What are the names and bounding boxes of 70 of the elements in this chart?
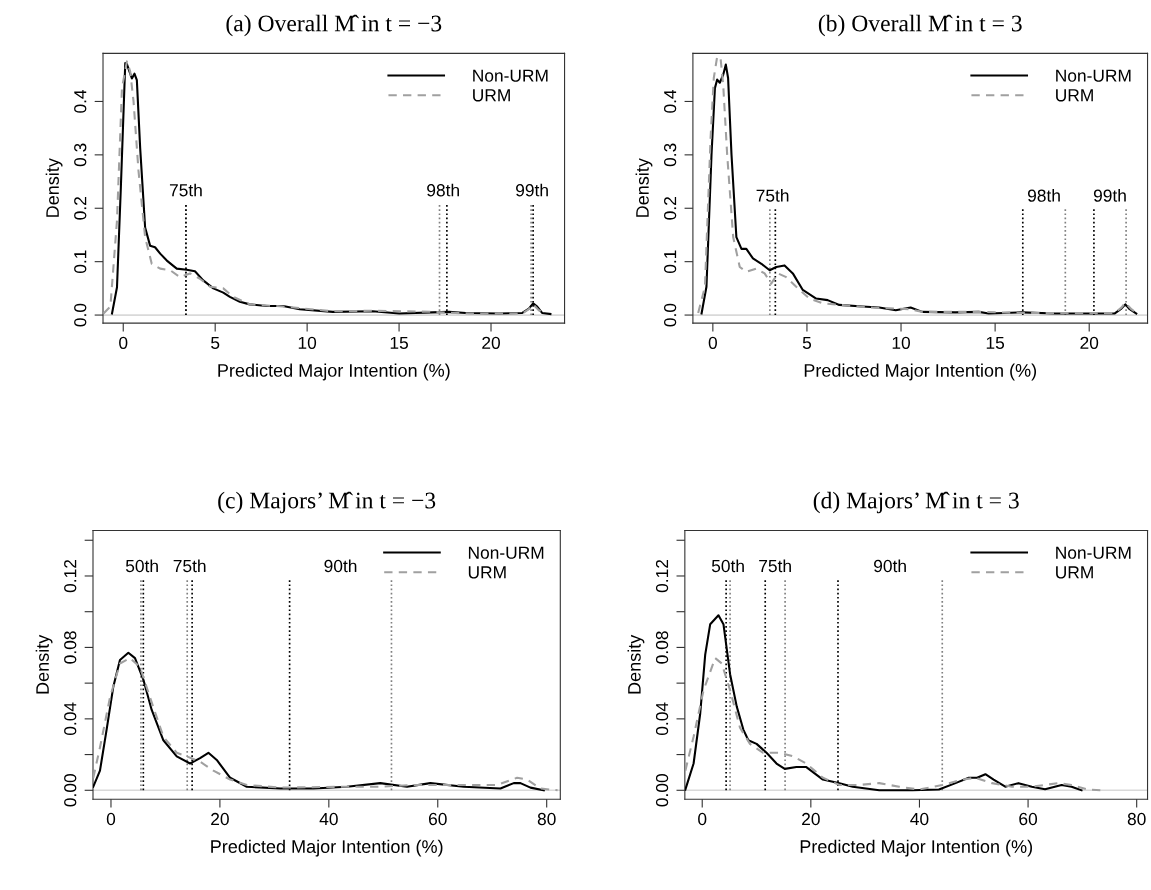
y-axis-title: Density <box>635 158 653 217</box>
x-axis-title: Predicted Major Intention (%) <box>211 839 443 857</box>
y-axis-title: Density <box>45 158 63 217</box>
ref-line-label: 98th <box>427 183 459 197</box>
ref-line-label: 75th <box>169 183 202 197</box>
y-axis-title: Density <box>627 634 645 694</box>
x-tick-label: 80 <box>1127 812 1146 826</box>
chart-title: (d) Majors’ M̂ in t = 3 <box>813 491 1019 514</box>
ref-line-label: 90th <box>324 559 357 573</box>
ref-line-label: 50th <box>711 559 744 573</box>
x-tick-label: 5 <box>802 336 812 350</box>
y-tick-label: 0.04 <box>64 702 77 736</box>
y-tick-label: 0.12 <box>64 559 77 593</box>
y-tick-label: 0.2 <box>74 197 87 220</box>
x-tick-label: 80 <box>537 812 556 826</box>
y-tick-label: 0.04 <box>655 702 669 736</box>
ref-line-label: 99th <box>1093 189 1126 202</box>
x-tick-label: 20 <box>482 336 500 350</box>
legend-label: URM <box>1056 566 1093 579</box>
legend-label: Non-URM <box>468 546 544 559</box>
x-tick-label: 0 <box>698 812 707 826</box>
x-tick-label: 0 <box>106 812 116 826</box>
legend-label: URM <box>1056 89 1093 102</box>
y-tick-label: 0.00 <box>655 774 669 807</box>
legend-label: URM <box>473 89 510 102</box>
y-tick-label: 0.4 <box>74 89 87 113</box>
x-tick-label: 15 <box>986 336 1005 350</box>
chart-title: (c) Majors’ M̂ in t = −3 <box>218 491 436 514</box>
y-tick-label: 0.0 <box>74 303 87 327</box>
y-tick-label: 0.0 <box>663 303 677 327</box>
y-tick-label: 0.1 <box>663 250 677 274</box>
ref-line-label: 75th <box>759 559 791 573</box>
x-axis-title: Predicted Major Intention (%) <box>218 363 450 381</box>
ref-line-label: 99th <box>516 183 548 197</box>
x-tick-label: 60 <box>428 812 447 826</box>
x-tick-label: 40 <box>319 812 338 826</box>
ref-line-label: 90th <box>874 559 906 573</box>
x-tick-label: 10 <box>892 336 911 350</box>
y-tick-label: 0.12 <box>655 559 669 593</box>
x-tick-label: 20 <box>1080 336 1099 350</box>
y-tick-label: 0.08 <box>64 631 77 664</box>
x-axis-title: Predicted Major Intention (%) <box>804 363 1037 381</box>
x-axis-title: Predicted Major Intention (%) <box>800 839 1032 857</box>
y-tick-label: 0.4 <box>663 89 677 113</box>
x-tick-label: 20 <box>802 812 820 826</box>
x-tick-label: 20 <box>211 812 229 826</box>
legend-label: URM <box>468 566 506 579</box>
y-axis-title: Density <box>35 634 53 694</box>
x-tick-label: 40 <box>910 812 929 826</box>
legend-label: Non-URM <box>473 69 548 82</box>
legend-label: Non-URM <box>1056 69 1131 82</box>
legend-label: Non-URM <box>1056 546 1131 559</box>
x-tick-label: 15 <box>390 336 408 350</box>
ref-line-label: 50th <box>125 559 158 573</box>
y-tick-label: 0.00 <box>64 774 77 807</box>
chart-title: (b) Overall M̂ in t = 3 <box>818 14 1022 37</box>
x-tick-label: 5 <box>211 336 220 350</box>
y-tick-label: 0.2 <box>663 197 677 220</box>
chart-title: (a) Overall M̂ in t = −3 <box>226 14 442 37</box>
y-tick-label: 0.3 <box>74 143 87 167</box>
y-tick-label: 0.08 <box>655 631 669 664</box>
ref-line-label: 75th <box>173 559 206 573</box>
x-tick-label: 60 <box>1019 812 1038 826</box>
x-tick-label: 0 <box>708 336 717 350</box>
ref-line-label: 98th <box>1027 189 1060 202</box>
y-tick-label: 0.3 <box>663 143 677 167</box>
x-tick-label: 10 <box>298 336 317 350</box>
y-tick-label: 0.1 <box>74 250 87 274</box>
x-tick-label: 0 <box>119 336 128 350</box>
ref-line-label: 75th <box>756 189 789 202</box>
